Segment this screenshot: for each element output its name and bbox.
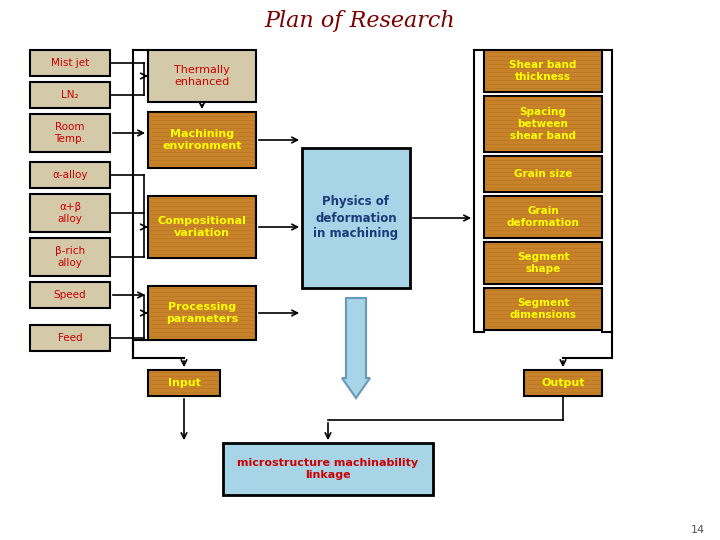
FancyArrow shape xyxy=(342,298,370,398)
Text: Grain size: Grain size xyxy=(514,169,572,179)
FancyBboxPatch shape xyxy=(148,286,256,340)
FancyBboxPatch shape xyxy=(484,96,602,152)
Text: Physics of
deformation
in machining: Physics of deformation in machining xyxy=(313,195,399,240)
FancyBboxPatch shape xyxy=(30,82,110,108)
Text: LN₂: LN₂ xyxy=(61,90,78,100)
FancyBboxPatch shape xyxy=(30,325,110,351)
Text: α-alloy: α-alloy xyxy=(53,170,88,180)
FancyBboxPatch shape xyxy=(30,162,110,188)
Text: 14: 14 xyxy=(691,525,705,535)
FancyBboxPatch shape xyxy=(302,148,410,288)
FancyBboxPatch shape xyxy=(484,242,602,284)
FancyBboxPatch shape xyxy=(30,50,110,76)
FancyBboxPatch shape xyxy=(148,196,256,258)
FancyBboxPatch shape xyxy=(148,112,256,168)
FancyBboxPatch shape xyxy=(484,156,602,192)
Text: Thermally
enhanced: Thermally enhanced xyxy=(174,65,230,87)
FancyBboxPatch shape xyxy=(30,238,110,276)
FancyBboxPatch shape xyxy=(30,194,110,232)
Text: Input: Input xyxy=(168,378,200,388)
Text: Mist jet: Mist jet xyxy=(51,58,89,68)
FancyBboxPatch shape xyxy=(223,443,433,495)
FancyBboxPatch shape xyxy=(524,370,602,396)
FancyBboxPatch shape xyxy=(484,50,602,92)
Text: Machining
environment: Machining environment xyxy=(162,129,242,151)
Text: Grain
deformation: Grain deformation xyxy=(507,206,580,228)
Text: Processing
parameters: Processing parameters xyxy=(166,302,238,324)
Text: microstructure machinability
linkage: microstructure machinability linkage xyxy=(238,458,418,480)
FancyBboxPatch shape xyxy=(30,282,110,308)
Text: Output: Output xyxy=(541,378,585,388)
FancyBboxPatch shape xyxy=(148,50,256,102)
Text: Feed: Feed xyxy=(58,333,82,343)
Text: Shear band
thickness: Shear band thickness xyxy=(509,60,577,82)
Text: α+β
alloy: α+β alloy xyxy=(58,202,82,224)
Text: β-rich
alloy: β-rich alloy xyxy=(55,246,85,268)
Text: Spacing
between
shear band: Spacing between shear band xyxy=(510,106,576,141)
Text: Segment
dimensions: Segment dimensions xyxy=(510,298,577,320)
Text: Plan of Research: Plan of Research xyxy=(265,10,455,32)
Text: Compositional
variation: Compositional variation xyxy=(158,216,246,238)
FancyBboxPatch shape xyxy=(148,370,220,396)
FancyBboxPatch shape xyxy=(484,288,602,330)
Text: Room
Temp.: Room Temp. xyxy=(55,122,86,144)
Text: Segment
shape: Segment shape xyxy=(517,252,570,274)
FancyBboxPatch shape xyxy=(484,196,602,238)
Text: Speed: Speed xyxy=(54,290,86,300)
FancyBboxPatch shape xyxy=(30,114,110,152)
